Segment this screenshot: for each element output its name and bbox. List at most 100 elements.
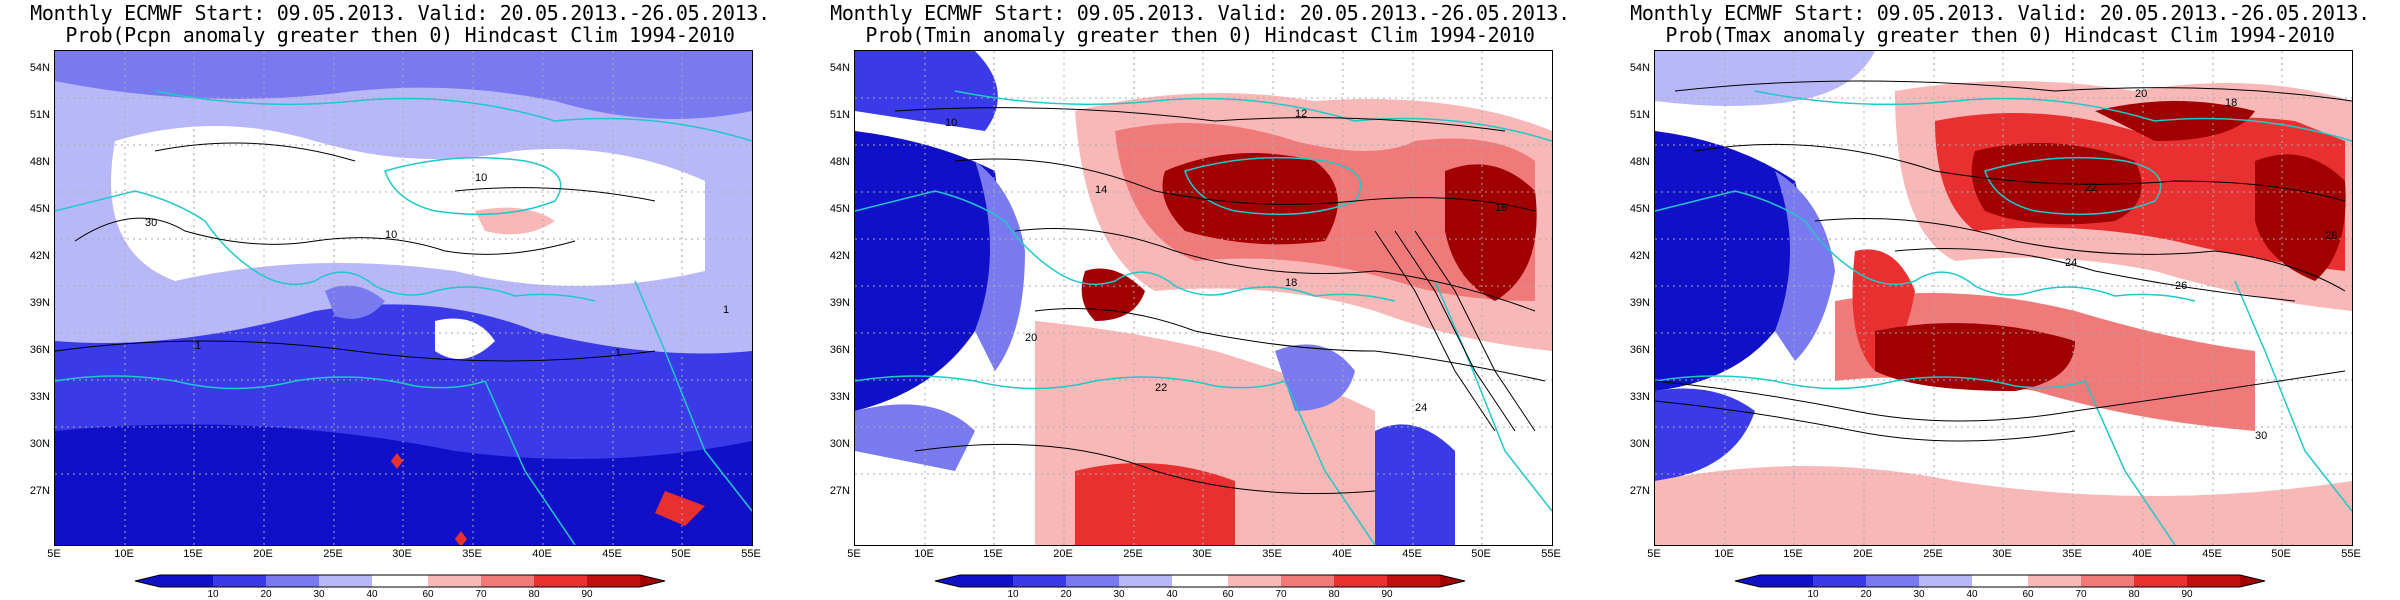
lat-label: 36N: [1629, 344, 1650, 356]
fill-region: [1445, 164, 1537, 301]
lon-label: 45E: [2202, 548, 2222, 560]
lat-label: 39N: [1629, 297, 1650, 309]
colorbar-label: 20: [1860, 589, 1872, 600]
coastlines: [855, 90, 1552, 545]
lon-label: 50E: [2271, 548, 2291, 560]
lon-label: 20E: [1053, 548, 1073, 560]
contour-label: 30: [2255, 430, 2267, 442]
lat-label: 33N: [29, 391, 50, 403]
contour-label: 26: [2175, 280, 2187, 292]
colorbar: [1734, 574, 2266, 588]
lat-label: 30N: [1629, 438, 1650, 450]
lon-label: 55E: [2341, 548, 2361, 560]
panel-title-line2: Prob(Tmax anomaly greater then 0) Hindca…: [1665, 23, 2335, 47]
colorbar-label: 80: [1328, 589, 1340, 600]
lat-label: 48N: [29, 156, 50, 168]
colorbar-label: 80: [2128, 589, 2140, 600]
lon-label: 5E: [47, 548, 61, 560]
lat-label: 27N: [29, 485, 50, 497]
lat-label: 27N: [1629, 485, 1650, 497]
lon-label: 10E: [1714, 548, 1734, 560]
contour-label: 22: [2085, 182, 2097, 194]
fill-region: [975, 161, 1025, 371]
colorbar-svg: [134, 574, 666, 588]
colorbar-label: 10: [207, 589, 219, 600]
colorbar-label: 70: [475, 589, 487, 600]
lon-label: 5E: [1647, 548, 1661, 560]
colorbar-label: 60: [2022, 589, 2034, 600]
colorbar-label: 60: [1222, 589, 1234, 600]
colorbar-label: 20: [1060, 589, 1072, 600]
contour-label: 28: [2325, 230, 2337, 242]
lat-label: 45N: [1629, 203, 1650, 215]
contour-label: 18: [1285, 277, 1297, 289]
lat-label: 33N: [1629, 391, 1650, 403]
contour-label: 16: [1495, 202, 1507, 214]
lon-label: 5E: [847, 548, 861, 560]
lat-label: 42N: [29, 250, 50, 262]
lon-label: 40E: [532, 548, 552, 560]
lon-label: 15E: [183, 548, 203, 560]
colorbar-label: 90: [1381, 589, 1393, 600]
coastlines: [1655, 90, 2352, 545]
colorbar-label: 70: [2075, 589, 2087, 600]
lon-label: 30E: [1192, 548, 1212, 560]
lon-label: 40E: [1332, 548, 1352, 560]
contour-label: 14: [1095, 184, 1107, 196]
lon-label: 40E: [2132, 548, 2152, 560]
precip-probability-panel: Monthly ECMWF Start: 09.05.2013. Valid: …: [0, 0, 800, 600]
colorbar-label: 40: [366, 589, 378, 600]
lon-label: 35E: [462, 548, 482, 560]
lon-label: 30E: [1992, 548, 2012, 560]
fill-region: [855, 131, 998, 411]
fill-region: [1875, 323, 2075, 391]
lat-label: 39N: [29, 297, 50, 309]
lat-label: 30N: [829, 438, 850, 450]
contour-label: 10: [475, 172, 487, 184]
lon-label: 35E: [1262, 548, 1282, 560]
tmax-map-svg: 18 20 22 24 26 28 30: [1655, 51, 2352, 545]
lat-label: 36N: [829, 344, 850, 356]
lat-label: 39N: [829, 297, 850, 309]
contour-lines: [894, 107, 1546, 494]
lat-label: 54N: [829, 62, 850, 74]
contour-label: 30: [145, 217, 157, 229]
lat-label: 42N: [1629, 250, 1650, 262]
contour-label: 24: [1415, 402, 1427, 414]
tmin-probability-panel: Monthly ECMWF Start: 09.05.2013. Valid: …: [800, 0, 1600, 600]
fill-region: [655, 491, 705, 526]
fill-region: [1655, 388, 1755, 481]
lon-label: 50E: [671, 548, 691, 560]
precip-map-svg: 30 10 1 10 1 1: [55, 51, 752, 545]
lat-label: 36N: [29, 344, 50, 356]
lon-label: 35E: [2062, 548, 2082, 560]
lat-label: 33N: [829, 391, 850, 403]
fill-region: [855, 51, 998, 131]
fill-region: [1081, 268, 1145, 321]
fill-region: [325, 285, 385, 319]
fill-region: [1655, 131, 1802, 391]
colorbar-label: 20: [260, 589, 272, 600]
lon-label: 30E: [392, 548, 412, 560]
lon-label: 45E: [1402, 548, 1422, 560]
contour-label: 1: [195, 340, 201, 352]
lat-label: 54N: [1629, 62, 1650, 74]
lat-label: 45N: [29, 203, 50, 215]
colorbar-svg: [1734, 574, 2266, 588]
lat-label: 45N: [829, 203, 850, 215]
contour-labels: 30 10 1 10 1 1: [145, 172, 729, 359]
lon-label: 45E: [602, 548, 622, 560]
fill-region: [1655, 466, 2352, 545]
lat-label: 51N: [29, 109, 50, 121]
lon-label: 10E: [914, 548, 934, 560]
colorbar-label: 40: [1166, 589, 1178, 600]
contour-label: 10: [945, 117, 957, 129]
coastlines: [55, 90, 752, 545]
lon-label: 10E: [114, 548, 134, 560]
contour-label: 10: [385, 229, 397, 241]
fill-region: [1655, 51, 1875, 106]
colorbar-label: 90: [581, 589, 593, 600]
colorbar-label: 90: [2181, 589, 2193, 600]
colorbar: [134, 574, 666, 588]
lon-label: 20E: [1853, 548, 1873, 560]
